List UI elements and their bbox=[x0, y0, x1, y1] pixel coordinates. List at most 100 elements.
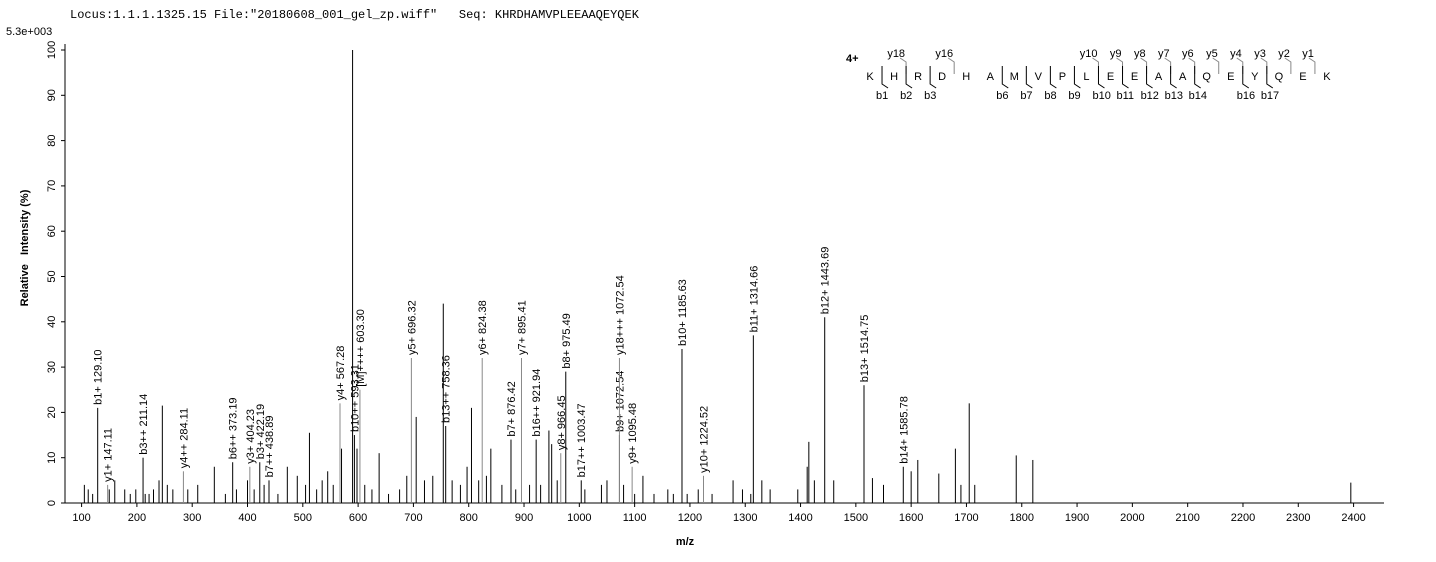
b-ion-label: b12 bbox=[1141, 90, 1159, 102]
x-tick-label: 2000 bbox=[1120, 512, 1144, 524]
peak-label: b3++ 211.14 bbox=[138, 394, 150, 455]
y-ion-label: y7 bbox=[1158, 48, 1170, 60]
x-tick-label: 900 bbox=[515, 512, 533, 524]
x-tick-label: 1700 bbox=[954, 512, 978, 524]
x-tick-label: 200 bbox=[128, 512, 146, 524]
x-tick-label: 400 bbox=[238, 512, 256, 524]
peak-label: b14+ 1585.78 bbox=[898, 396, 910, 464]
x-tick-label: 2100 bbox=[1175, 512, 1199, 524]
residue: A bbox=[987, 71, 995, 83]
b-ion-marker bbox=[881, 66, 889, 89]
residue: Y bbox=[1251, 71, 1259, 83]
b-ion-marker bbox=[1097, 66, 1105, 89]
b-ion-label: b11 bbox=[1117, 90, 1135, 102]
x-tick-label: 700 bbox=[404, 512, 422, 524]
y-ion-marker bbox=[1212, 57, 1220, 74]
y-ion-marker bbox=[1116, 57, 1124, 74]
residue: M bbox=[1010, 71, 1019, 83]
x-tick-label: 1800 bbox=[1010, 512, 1034, 524]
peak-label: b11+ 1314.66 bbox=[748, 266, 760, 333]
b-ion-label: b16 bbox=[1237, 90, 1255, 102]
b-ion-label: b17 bbox=[1261, 90, 1279, 102]
residue: Q bbox=[1275, 71, 1284, 83]
y-ion-marker bbox=[1260, 57, 1268, 74]
x-tick-label: 1600 bbox=[899, 512, 923, 524]
y-tick-label: 10 bbox=[46, 452, 58, 464]
y-tick-label: 60 bbox=[46, 225, 58, 237]
y-tick-label: 30 bbox=[46, 361, 58, 373]
y-ion-label: y8 bbox=[1134, 48, 1146, 60]
b-ion-label: b14 bbox=[1189, 90, 1207, 102]
b-ion-label: b6 bbox=[996, 90, 1008, 102]
b-ion-marker bbox=[1170, 66, 1177, 89]
y-tick-label: 100 bbox=[46, 41, 58, 59]
residue: E bbox=[1107, 71, 1114, 83]
y-ion-marker bbox=[1236, 57, 1244, 74]
peak-label: y9+ 1095.48 bbox=[627, 403, 639, 464]
peak-label: y7+ 895.41 bbox=[516, 300, 528, 355]
peak-label: b13++ 758.36 bbox=[441, 355, 453, 423]
y-ion-label: y6 bbox=[1182, 48, 1194, 60]
b-ion-label: b1 bbox=[876, 90, 888, 102]
b-ion-marker bbox=[1073, 66, 1081, 89]
y-ion-label: y2 bbox=[1278, 48, 1290, 60]
b-ion-label: b9 bbox=[1068, 90, 1080, 102]
residue: E bbox=[1227, 71, 1234, 83]
peak-label: y18+++ 1072.54 bbox=[614, 275, 626, 355]
b-ion-marker bbox=[905, 66, 913, 89]
y-ion-label: y1 bbox=[1302, 48, 1314, 60]
y-ion-label: y5 bbox=[1206, 48, 1218, 60]
peak-label: b3+ 422.19 bbox=[255, 404, 267, 459]
b-ion-marker bbox=[1001, 66, 1009, 89]
b-ion-marker bbox=[1266, 66, 1274, 89]
y-ion-marker bbox=[899, 57, 907, 74]
y-ion-marker bbox=[947, 57, 955, 74]
peak-label: b12+ 1443.69 bbox=[820, 247, 832, 315]
y-tick-label: 50 bbox=[46, 270, 58, 282]
x-tick-label: 1900 bbox=[1065, 512, 1089, 524]
peak-label: y6+ 824.38 bbox=[477, 300, 489, 355]
x-tick-label: 1400 bbox=[788, 512, 812, 524]
b-ion-label: b3 bbox=[924, 90, 936, 102]
residue: P bbox=[1059, 71, 1066, 83]
x-tick-label: 1300 bbox=[733, 512, 757, 524]
b-ion-label: b10 bbox=[1092, 90, 1110, 102]
y-tick-label: 70 bbox=[46, 180, 58, 192]
y-ion-label: y9 bbox=[1110, 48, 1122, 60]
x-tick-label: 2400 bbox=[1341, 512, 1365, 524]
y-ion-label: y18 bbox=[887, 48, 905, 60]
peak-label: y4+ 567.28 bbox=[335, 346, 347, 401]
peak-label: b7++ 438.89 bbox=[264, 416, 276, 478]
charge: 4+ bbox=[846, 53, 859, 65]
residue: L bbox=[1083, 71, 1089, 83]
y-ion-label: y16 bbox=[935, 48, 953, 60]
header: Locus:1.1.1.1325.15 File:"20180608_001_g… bbox=[70, 8, 640, 22]
peak-label: b7+ 876.42 bbox=[506, 381, 518, 436]
peak-label: [M]++++ 603.30 bbox=[355, 309, 367, 387]
peak-label: y10+ 1224.52 bbox=[698, 406, 710, 473]
x-tick-label: 2300 bbox=[1286, 512, 1310, 524]
peak-label: y5+ 696.32 bbox=[406, 300, 418, 355]
peak-label: y8+ 966.45 bbox=[556, 395, 568, 450]
residue: V bbox=[1035, 71, 1043, 83]
peak-label: b8+ 975.49 bbox=[561, 313, 573, 368]
y-ion-marker bbox=[1092, 57, 1099, 74]
peak-label: b16++ 921.94 bbox=[531, 369, 543, 437]
peak-label: b9+ 1072.54 bbox=[614, 371, 626, 432]
x-tick-label: 1500 bbox=[844, 512, 868, 524]
residue: D bbox=[938, 71, 946, 83]
x-tick-label: 1100 bbox=[623, 512, 647, 524]
b-ion-marker bbox=[1122, 66, 1129, 89]
y-tick-label: 40 bbox=[46, 316, 58, 328]
peak-label: b1+ 129.10 bbox=[93, 349, 105, 404]
y-tick-label: 90 bbox=[46, 89, 58, 101]
peak-label: b17++ 1003.47 bbox=[576, 403, 588, 477]
peak-label: b10++ 593.31 bbox=[349, 364, 361, 432]
x-tick-label: 600 bbox=[349, 512, 367, 524]
b-ion-marker bbox=[1025, 66, 1033, 89]
x-tick-label: 300 bbox=[183, 512, 201, 524]
y-ion-marker bbox=[1188, 57, 1196, 74]
residue: E bbox=[1131, 71, 1138, 83]
x-axis-label: m/z bbox=[676, 536, 695, 548]
